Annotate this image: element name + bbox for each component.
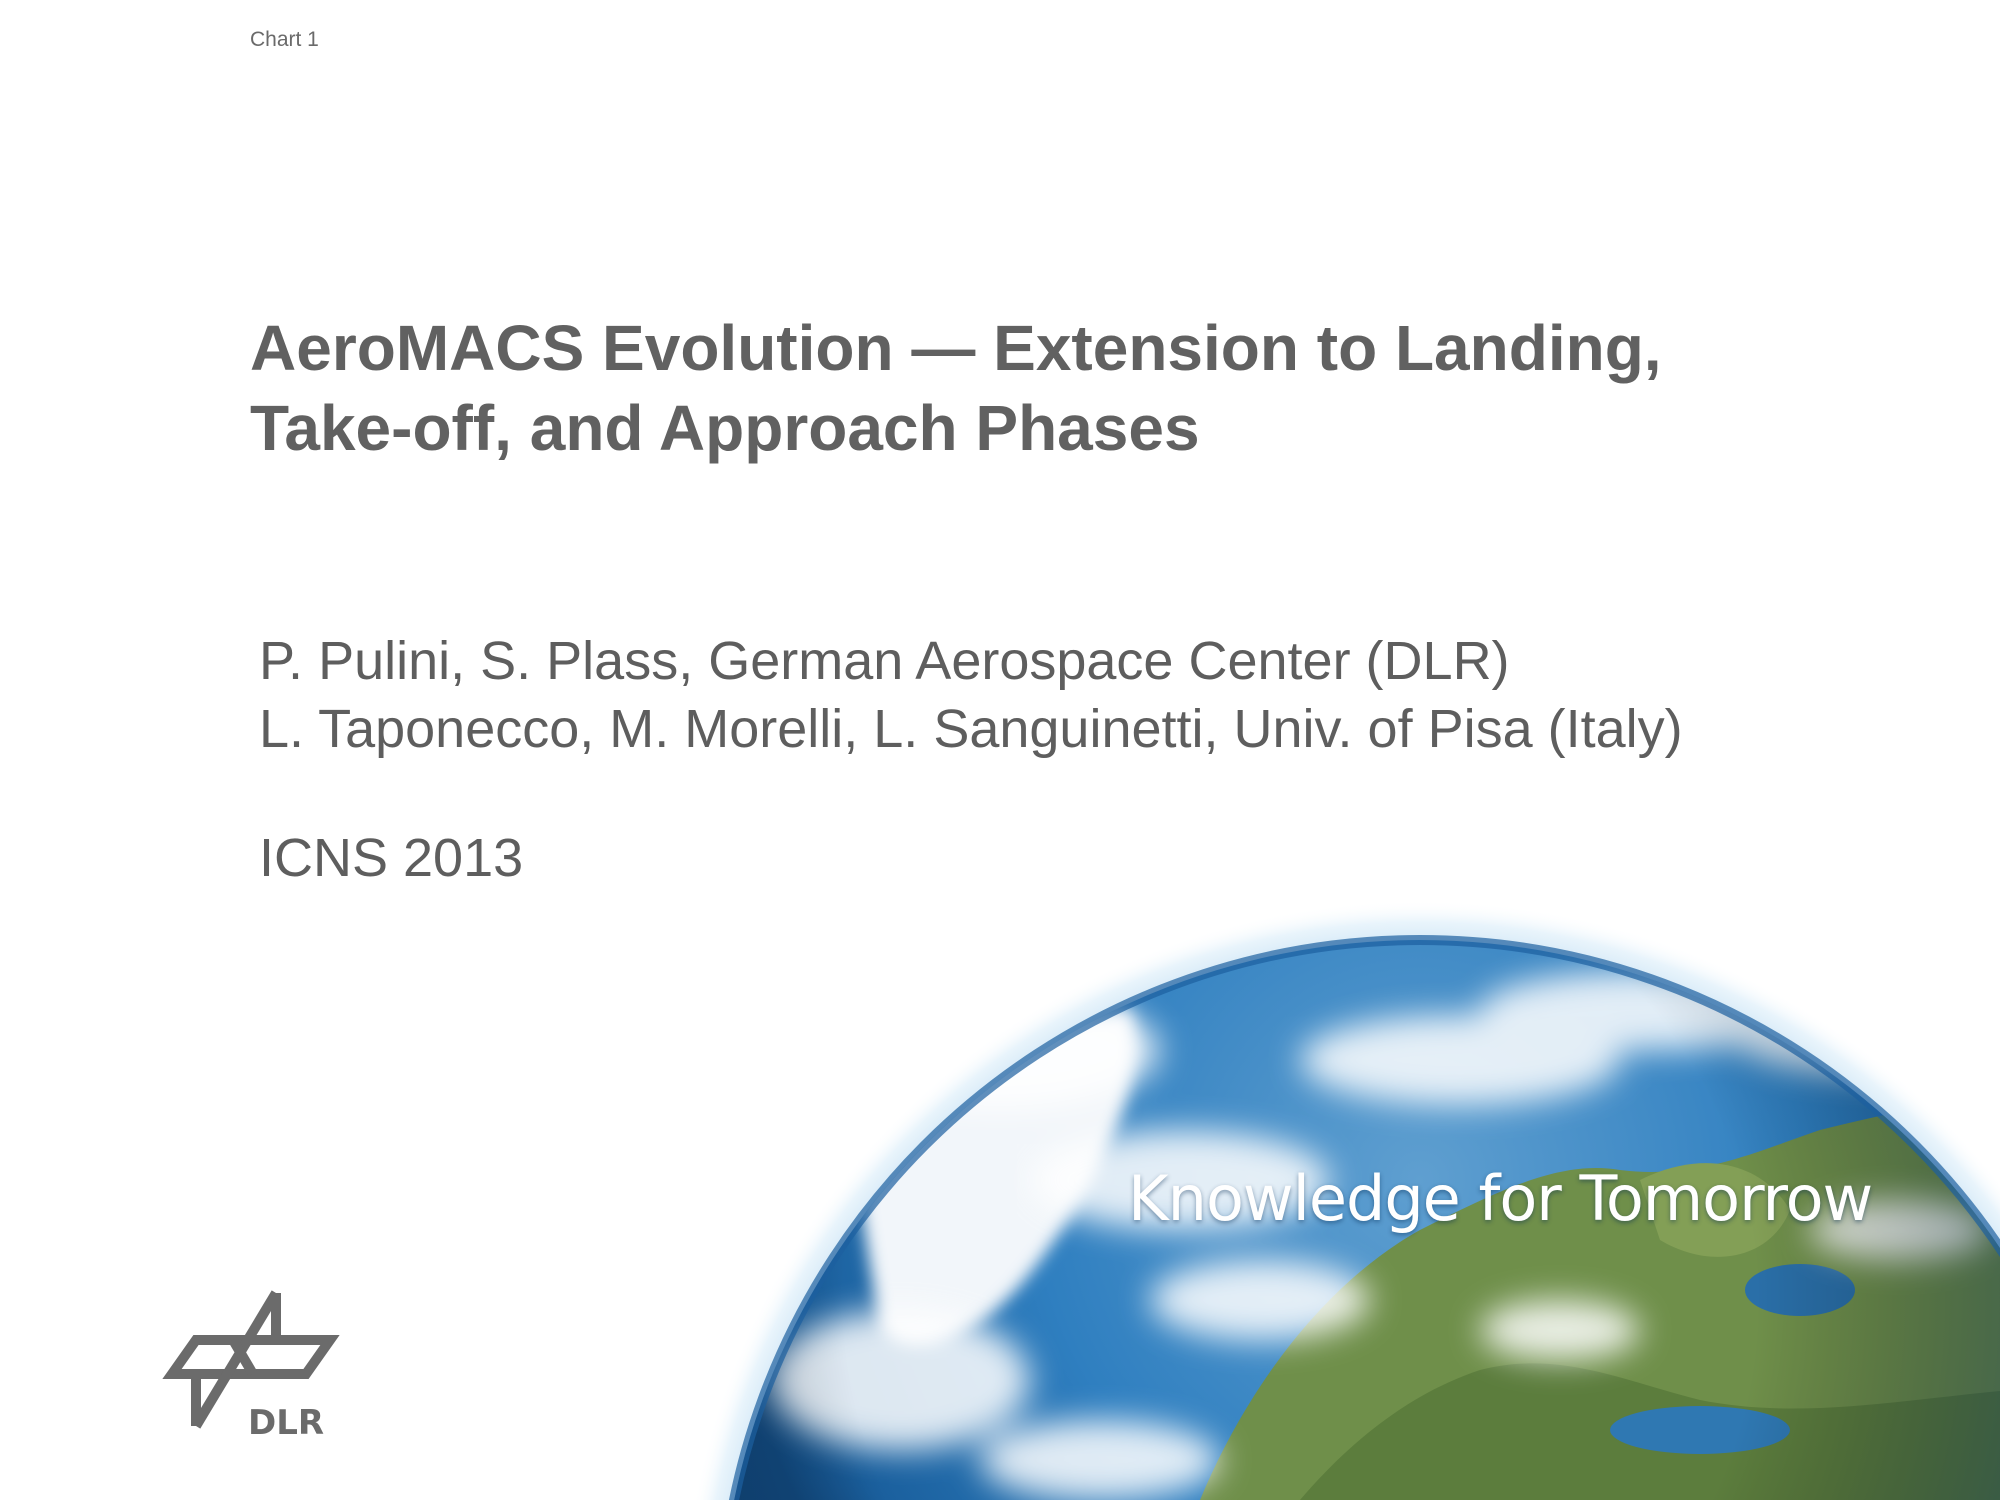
author-line-pisa: L. Taponecco, M. Morelli, L. Sanguinetti… [259,699,1683,759]
globe-surface [720,940,2000,1500]
author-line-dlr: P. Pulini, S. Plass, German Aerospace Ce… [259,631,1510,691]
chart-number-label: Chart 1 [250,28,319,51]
title-line-2: Take-off, and Approach Phases [250,392,1200,464]
globe-rim [729,935,2000,1500]
title-line-1: AeroMACS Evolution — Extension to Landin… [250,312,1662,384]
dlr-logo: DLR [162,1290,340,1443]
presentation-title: AeroMACS Evolution — Extension to Landin… [250,308,1850,468]
conference-name: ICNS 2013 [259,828,524,888]
globe-shading [720,940,2000,1500]
dlr-slogan: Knowledge for Tomorrow [1128,1162,1873,1235]
dlr-logo-icon [162,1290,340,1429]
author-list: P. Pulini, S. Plass, German Aerospace Ce… [259,627,1683,763]
dlr-logo-text: DLR [248,1403,324,1443]
